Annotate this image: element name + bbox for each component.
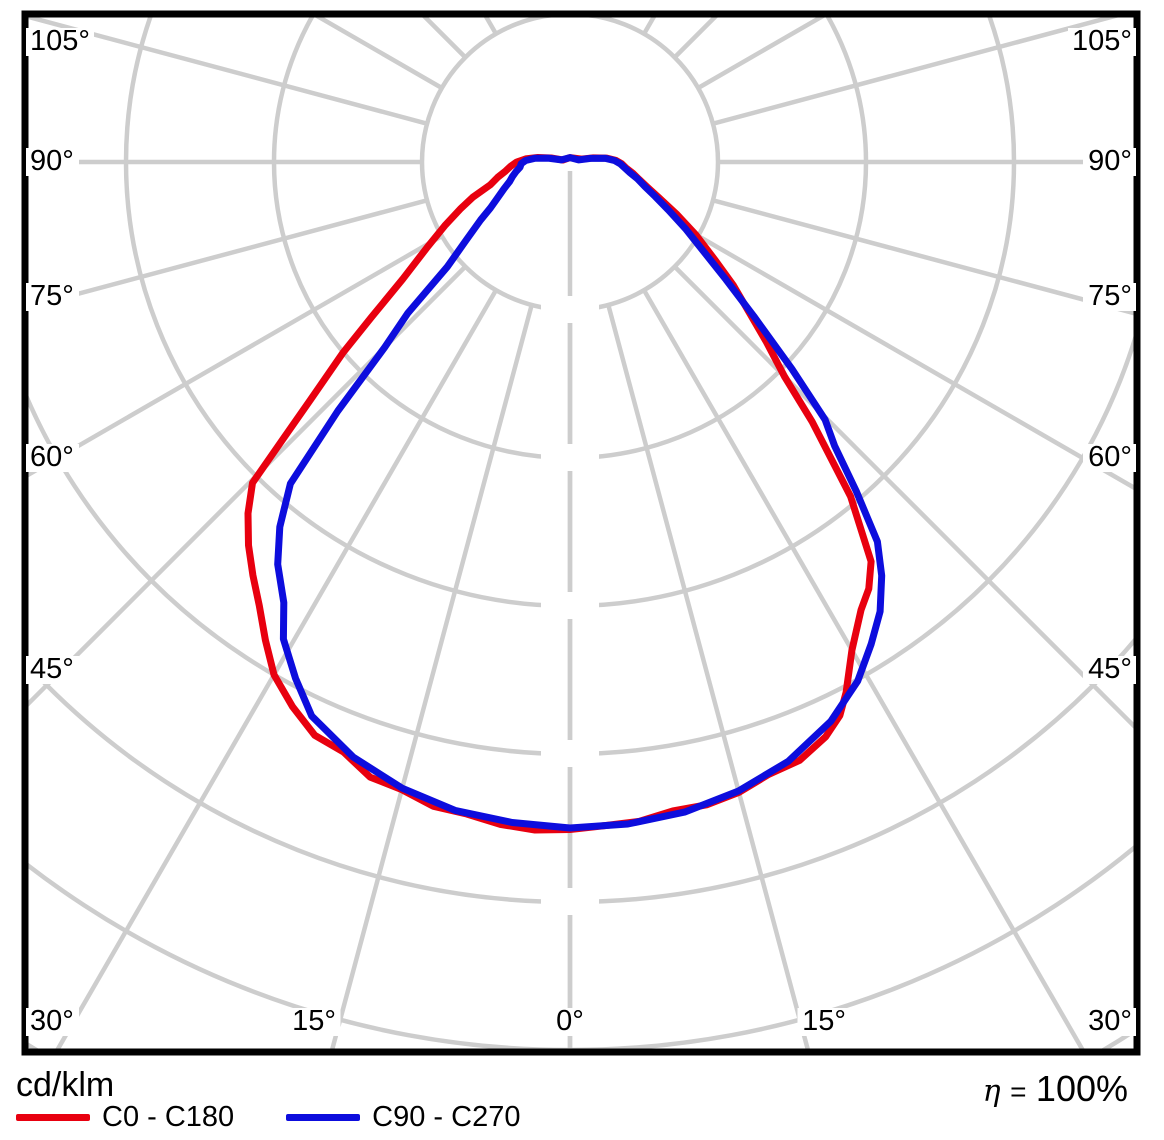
- legend-item-c90-c270: C90 - C270: [286, 1102, 520, 1132]
- grid-spoke: [673, 265, 1134, 730]
- grid-spoke: [55, 289, 498, 1049]
- angle-label-bg: [1083, 283, 1136, 311]
- angle-label-bg: [287, 1008, 341, 1036]
- grid-spoke: [28, 17, 428, 126]
- angle-label-bg: [797, 1008, 851, 1036]
- angle-label: 75°: [1088, 280, 1132, 312]
- ring-label-gap: [541, 888, 599, 915]
- legend-item-c0-c180: C0 - C180: [16, 1102, 234, 1132]
- angle-label-bg: [1068, 28, 1136, 56]
- grid-spoke: [712, 17, 1120, 126]
- curve-c0-c180: [244, 154, 875, 834]
- legend-label-c0-c180: C0 - C180: [102, 1101, 235, 1133]
- grid-spoke: [606, 304, 811, 1049]
- grid-spoke: [28, 198, 428, 310]
- angle-label-bg: [1083, 1008, 1136, 1036]
- curve-c90-c270: [274, 154, 886, 832]
- grid-spoke: [329, 304, 534, 1049]
- angle-label: 45°: [30, 653, 74, 685]
- chart-frame: [21, 10, 1141, 1056]
- angle-label-bg: [1083, 444, 1136, 472]
- angle-label: 0°: [556, 1005, 584, 1037]
- grid-spoke: [712, 198, 1134, 316]
- legend: C0 - C180 C90 - C270: [16, 1102, 572, 1132]
- angle-label: 30°: [30, 1005, 74, 1037]
- angle-label: 15°: [802, 1005, 846, 1037]
- ring-label-gap: [541, 296, 599, 323]
- legend-line-red: [16, 1113, 90, 1121]
- grid-spoke: [642, 289, 1085, 1049]
- efficiency-readout: η = 100%: [983, 1068, 1128, 1110]
- grid-spoke: [697, 234, 1134, 491]
- grid-ring: [28, 333, 1134, 757]
- eta-symbol: η: [982, 1074, 1001, 1109]
- angle-label: 15°: [292, 1005, 336, 1037]
- grid-spoke: [28, 265, 467, 708]
- angle-label: 60°: [1088, 441, 1132, 473]
- angle-label-bg: [26, 656, 79, 684]
- legend-line-blue: [286, 1113, 361, 1121]
- angle-label-bg: [26, 444, 79, 472]
- angle-label: 60°: [30, 441, 74, 473]
- angle-label-bg: [1083, 656, 1136, 684]
- angle-label: 90°: [1088, 145, 1132, 177]
- angle-label: 30°: [1088, 1005, 1132, 1037]
- ring-label-gap: [541, 592, 599, 619]
- angle-label-bg: [26, 1008, 79, 1036]
- angle-label: 45°: [1088, 653, 1132, 685]
- legend-label-c90-c270: C90 - C270: [372, 1101, 521, 1133]
- angle-label: 90°: [30, 145, 74, 177]
- equals-sign: =: [1010, 1076, 1027, 1107]
- angle-label: 105°: [30, 25, 90, 57]
- angle-label-bg: [1083, 148, 1136, 176]
- grid-spoke: [28, 234, 443, 478]
- efficiency-value: 100%: [1035, 1068, 1128, 1109]
- angle-label-bg: [551, 1008, 589, 1036]
- unit-label: cd/klm: [16, 1066, 115, 1104]
- angle-label-bg: [26, 283, 79, 311]
- angle-label-bg: [26, 28, 94, 56]
- angle-label: 75°: [30, 280, 74, 312]
- chart-footer: cd/klm C0 - C180 C90 - C270 η = 100%: [0, 1060, 1164, 1140]
- ring-label-gap: [541, 444, 599, 471]
- angle-label: 105°: [1072, 25, 1132, 57]
- ring-label-gap: [541, 740, 599, 767]
- angle-label-bg: [26, 148, 79, 176]
